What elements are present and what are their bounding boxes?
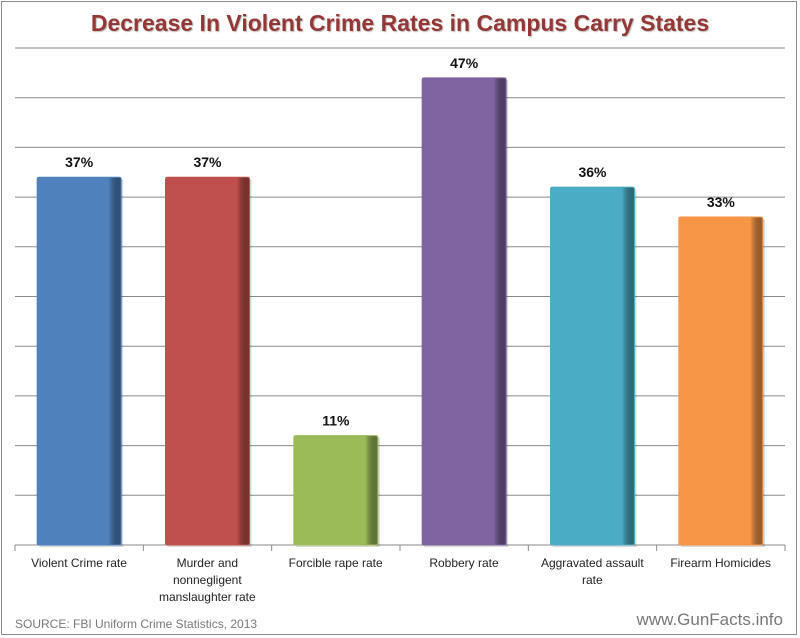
bar-highlight [36,176,122,546]
data-label: 37% [193,154,222,170]
category-label: Firearm Homicides [670,556,771,570]
category-label: Violent Crime rate [31,556,127,570]
category-label: Murder and nonnegligent manslaughter rat… [158,556,256,604]
chart-title: Decrease In Violent Crime Rates in Campu… [90,10,710,36]
data-label: 37% [65,154,94,170]
bar-highlight [165,176,250,546]
data-label: 33% [707,194,736,210]
data-label: 36% [578,164,607,180]
category-label: Robbery rate [429,556,499,570]
source-note: SOURCE: FBI Uniform Crime Statistics, 20… [15,617,258,631]
bar-highlight [550,186,635,546]
bar-highlight [678,216,764,546]
data-label: 11% [322,413,350,429]
site-watermark: www.GunFacts.info [636,610,783,629]
bar-highlight [293,435,379,546]
bar-highlight [421,77,507,546]
category-label: Aggravated assault rate [540,556,644,587]
category-label: Forcible rape rate [288,556,383,570]
data-label: 47% [450,55,479,71]
